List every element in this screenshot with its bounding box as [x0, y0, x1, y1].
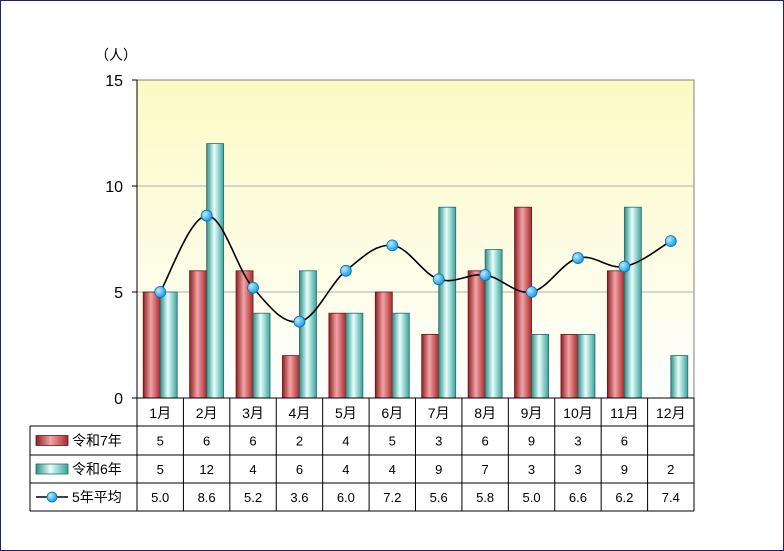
y-tick-label: 5 — [114, 285, 123, 302]
bar-reiwa6 — [623, 206, 642, 399]
table-cell-value: 12 — [199, 462, 213, 477]
table-cell-value: 5 — [157, 434, 164, 449]
table-cell-value: 9 — [528, 434, 535, 449]
x-category-label: 6月 — [381, 405, 403, 421]
table-cell-value: 4 — [249, 462, 256, 477]
average-point — [200, 209, 213, 222]
bar-reiwa6 — [299, 270, 317, 399]
x-category-label: 4月 — [289, 405, 311, 421]
table-cell-value: 7.4 — [662, 490, 680, 505]
bar-reiwa6 — [670, 355, 689, 399]
table-cell-value: 3 — [435, 434, 442, 449]
bar-reiwa7 — [328, 312, 347, 399]
bar-reiwa7 — [421, 333, 440, 399]
table-cell-value: 5.6 — [430, 490, 448, 505]
table-cell-value: 4 — [389, 462, 396, 477]
table-cell-value: 9 — [435, 462, 442, 477]
table-cell-value: 5.0 — [523, 490, 541, 505]
x-category-label: 3月 — [242, 405, 264, 421]
table-cell-value: 6.6 — [569, 490, 587, 505]
legend-label: 令和7年 — [72, 433, 122, 449]
legend-label: 令和6年 — [72, 461, 122, 477]
average-point — [247, 281, 259, 294]
table-cell-value: 2 — [296, 434, 303, 449]
table-cell-value: 6 — [621, 434, 628, 449]
x-category-label: 11月 — [610, 405, 639, 421]
table-cell-value: 6.2 — [615, 490, 633, 505]
table-cell-value: 5 — [157, 462, 164, 477]
average-point — [154, 286, 167, 298]
bar-reiwa7 — [282, 355, 300, 399]
average-point — [339, 264, 352, 277]
average-point — [525, 286, 538, 298]
bar-reiwa7 — [514, 206, 532, 399]
bar-reiwa6 — [159, 291, 178, 399]
average-point — [432, 273, 445, 286]
bar-reiwa7 — [467, 270, 486, 399]
bar-reiwa6 — [206, 143, 225, 399]
table-cell-value: 5.8 — [476, 490, 494, 505]
table-cell-value: 6 — [296, 462, 303, 477]
table-cell-value: 7 — [482, 462, 489, 477]
bar-reiwa7 — [374, 291, 393, 399]
x-category-label: 12月 — [656, 405, 686, 421]
y-tick-label: 15 — [105, 73, 123, 90]
bars — [142, 143, 689, 399]
plot-area — [136, 79, 695, 399]
bar-reiwa7 — [560, 333, 579, 399]
table-cell-value: 4 — [342, 434, 349, 449]
bar-reiwa6 — [391, 312, 410, 399]
table-cell-value: 3 — [574, 434, 581, 449]
y-tick-label: 0 — [114, 391, 123, 408]
table-cell-value: 5 — [389, 434, 396, 449]
average-point — [664, 235, 677, 248]
bar-reiwa6 — [345, 312, 364, 399]
table-cell-value: 8.6 — [198, 490, 216, 505]
five-year-average-points — [154, 209, 677, 328]
legend-key-reiwa6 — [35, 463, 69, 475]
table-cell-value: 3 — [574, 462, 581, 477]
table-cell-value: 7.2 — [383, 490, 401, 505]
x-category-label: 7月 — [428, 405, 450, 421]
table-cell-value: 4 — [342, 462, 349, 477]
x-category-label: 5月 — [335, 405, 357, 421]
bar-reiwa6 — [438, 206, 457, 399]
table-cell-value: 6 — [482, 434, 489, 449]
table-cell-value: 6 — [249, 434, 256, 449]
average-point — [572, 252, 584, 264]
table-cell-value: 3 — [528, 462, 535, 477]
y-axis-ticks: 0 5 10 15 — [105, 73, 138, 408]
legend-key-reiwa7 — [35, 435, 69, 446]
bar-reiwa7 — [606, 270, 625, 399]
table-cell-value: 9 — [621, 462, 628, 477]
bar-reiwa7 — [189, 270, 208, 399]
x-category-label: 8月 — [474, 405, 496, 421]
legend-key-average-point — [46, 491, 58, 503]
average-point — [479, 269, 492, 281]
table-cell-value: 5.2 — [244, 490, 262, 505]
y-axis-unit-label: （人） — [95, 47, 137, 63]
bar-reiwa7 — [142, 291, 161, 399]
table-cell-value: 6 — [203, 434, 210, 449]
table-cell-value: 6.0 — [337, 490, 355, 505]
legend-label: 5年平均 — [72, 489, 122, 505]
y-tick-label: 10 — [105, 179, 123, 196]
table-cell-value: 3.6 — [290, 490, 308, 505]
x-category-label: 9月 — [521, 405, 543, 421]
average-point — [293, 315, 306, 328]
x-category-label: 10月 — [563, 405, 593, 421]
x-category-label: 2月 — [196, 405, 218, 421]
x-category-label: 1月 — [149, 405, 171, 421]
gridlines — [137, 185, 694, 293]
average-point — [618, 260, 631, 273]
bar-reiwa6 — [531, 333, 549, 399]
bar-reiwa6 — [577, 333, 596, 399]
table-cell-value: 5.0 — [151, 490, 169, 505]
bar-reiwa6 — [252, 312, 271, 399]
average-point — [386, 239, 399, 252]
table-cell-value: 2 — [667, 462, 674, 477]
